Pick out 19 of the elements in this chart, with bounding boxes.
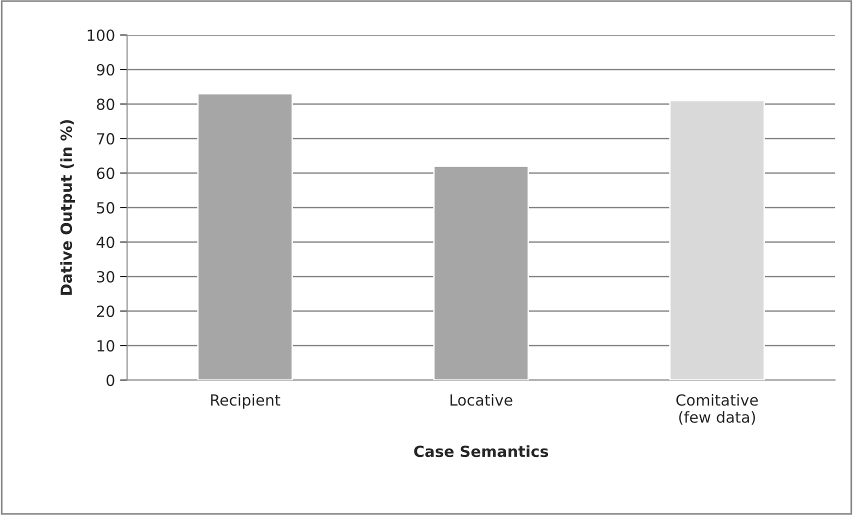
y-tick-label: 40	[96, 236, 114, 248]
y-tick-label: 70	[97, 133, 114, 145]
y-tick-label: 30	[97, 271, 114, 283]
x-tick-label: Comitative (few data)	[676, 394, 758, 425]
y-tick-label: 10	[98, 340, 114, 352]
y-axis-title: Dative Output (in %)	[60, 120, 76, 295]
bar	[669, 100, 765, 380]
y-tick-label: 50	[97, 202, 114, 214]
y-tick-label: 100	[88, 29, 114, 42]
y-tick-label: 90	[96, 64, 114, 76]
y-tick-label: 60	[96, 168, 114, 180]
x-tick-label: Locative	[450, 394, 512, 406]
y-tick-label: 0	[106, 374, 114, 386]
y-tick-label: 20	[96, 306, 114, 318]
x-tick-label: Recipient	[211, 394, 280, 409]
y-tick-label: 80	[96, 98, 114, 110]
x-axis-title: Case Semantics	[414, 445, 548, 458]
bar	[197, 92, 293, 380]
bar	[433, 165, 529, 380]
